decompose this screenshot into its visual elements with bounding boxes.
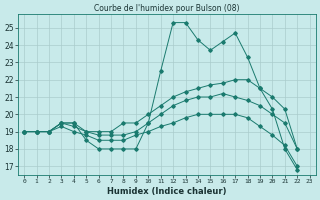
X-axis label: Humidex (Indice chaleur): Humidex (Indice chaleur) [107,187,227,196]
Title: Courbe de l'humidex pour Bulson (08): Courbe de l'humidex pour Bulson (08) [94,4,240,13]
